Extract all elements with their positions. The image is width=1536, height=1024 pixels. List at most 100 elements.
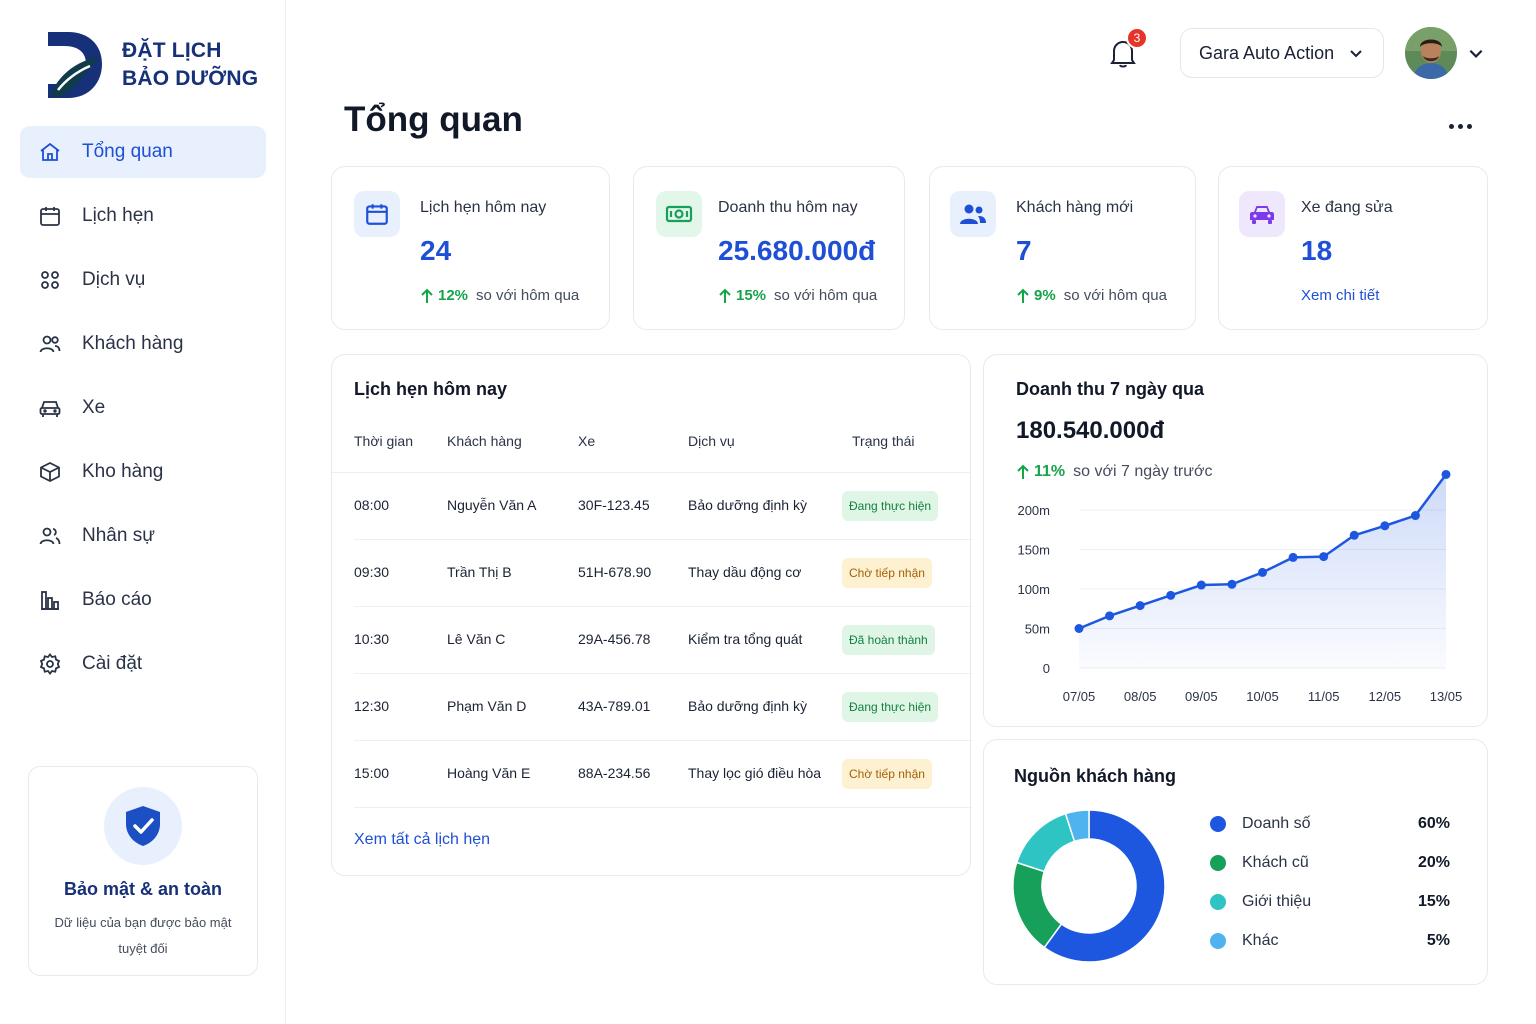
data-point [1074,624,1084,633]
stat-value: 24 [420,235,452,266]
x-tick-label: 09/05 [1185,689,1218,704]
revenue-total: 180.540.000đ [1016,417,1165,444]
table-row[interactable]: 12:30 Phạm Văn D 43A-789.01 Bảo dưỡng đị… [354,674,972,741]
arrow-up-icon [421,288,433,303]
stat-label: Khách hàng mới [1016,199,1134,216]
legend-value: 20% [1417,854,1450,871]
legend-value: 15% [1417,893,1450,910]
y-tick-label: 100m [1017,582,1050,597]
y-tick-label: 0 [1043,661,1050,676]
sidebar-item-label: Dịch vụ [82,269,146,290]
cell-time: 15:00 [354,765,390,781]
chart-icon [38,588,62,612]
brand-line-1: ĐẶT LỊCH [122,39,222,62]
sidebar-item-reports[interactable]: Báo cáo [20,574,266,626]
sidebar-item-appointments[interactable]: Lịch hẹn [20,190,266,242]
home-icon [38,140,62,164]
cell-customer: Hoàng Văn E [447,765,531,781]
sidebar-item-services[interactable]: Dịch vụ [20,254,266,306]
cell-service: Bảo dưỡng định kỳ [688,497,807,513]
calendar-icon [38,204,62,228]
user-avatar-icon [1405,27,1457,79]
sidebar-item-label: Nhân sự [82,525,155,546]
notification-bell[interactable] [1106,36,1140,70]
column-header: Trạng thái [852,433,915,449]
status-badge: Đang thực hiện [842,692,939,722]
sidebar-item-overview[interactable]: Tổng quan [20,126,266,178]
legend-item: Doanh số 60% [1210,812,1450,836]
cell-time: 12:30 [354,698,390,714]
arrow-up-icon [1017,288,1029,303]
table-row[interactable]: 15:00 Hoàng Văn E 88A-234.56 Thay lọc gi… [354,741,972,808]
table-row[interactable]: 09:30 Trần Thị B 51H-678.90 Thay dầu độn… [354,540,972,607]
cell-time: 10:30 [354,631,390,647]
donut-slice [1012,861,1063,949]
donut-slice [1043,809,1166,963]
cell-service: Thay lọc gió điều hòa [688,765,822,781]
stat-card-repairing[interactable]: Xe đang sửa 18 Xem chi tiết [1218,166,1488,330]
stat-value: 18 [1301,235,1333,266]
x-tick-label: 10/05 [1246,689,1279,704]
profile-menu-toggle[interactable] [1467,44,1485,67]
users-icon [38,332,62,356]
stat-trend-note: so với hôm qua [774,287,878,304]
arrow-up-icon [719,288,731,303]
stat-card-revenue[interactable]: Doanh thu hôm nay 25.680.000đ 15% so với… [633,166,905,330]
view-details-link[interactable]: Xem chi tiết [1301,287,1380,304]
table-row[interactable]: 10:30 Lê Văn C 29A-456.78 Kiểm tra tổng … [354,607,972,674]
security-card: Bảo mật & an toàn Dữ liệu của bạn được b… [28,766,258,976]
sidebar-item-customers[interactable]: Khách hàng [20,318,266,370]
view-all-appointments-link[interactable]: Xem tất cả lịch hẹn [354,831,491,848]
status-badge: Chờ tiếp nhận [842,558,932,588]
cell-customer: Phạm Văn D [447,698,527,714]
legend-item: Giới thiệu 15% [1210,890,1450,914]
data-point [1105,611,1115,621]
legend-value: 60% [1417,815,1450,832]
avatar[interactable] [1405,27,1457,79]
stat-value: 25.680.000đ [718,235,876,266]
table-header: Thời gian Khách hàng Xe Dịch vụ Trạng th… [332,433,970,473]
stat-label: Doanh thu hôm nay [718,199,858,216]
appointments-title: Lịch hẹn hôm nay [354,379,508,399]
data-point [1319,552,1329,562]
sidebar: ĐẶT LỊCH BẢO DƯỠNG Tổng quan Lịch hẹn Dị… [0,0,286,1024]
cell-car: 43A-789.01 [578,698,651,714]
revenue-line-chart: 0 50m 100m 150m 200m 07/05 08/05 09/05 10/05 11/0… [1017,469,1462,704]
car-icon [38,396,62,420]
table-row[interactable]: 08:00 Nguyễn Văn A 30F-123.45 Bảo dưỡng … [354,473,972,540]
legend-item: Khác 5% [1210,929,1450,953]
chevron-down-icon [1469,49,1483,58]
security-description: Dữ liệu của bạn được bảo mật tuyệt đối [54,915,232,956]
sidebar-item-settings[interactable]: Cài đặt [20,638,266,690]
revenue-trend: 11% so với 7 ngày trước [1016,463,1212,481]
data-point [1166,590,1176,600]
cell-service: Thay dầu động cơ [688,564,802,580]
legend-name: Giới thiệu [1242,893,1312,910]
box-icon [38,460,62,484]
legend-dot [1210,894,1226,910]
stat-trend-percent: 9% [1034,287,1056,304]
stat-card-new-customers[interactable]: Khách hàng mới 7 9% so với hôm qua [929,166,1196,330]
dot-icon [1457,123,1463,129]
brand-logo[interactable]: ĐẶT LỊCH BẢO DƯỠNG [44,30,258,100]
y-tick-label: 50m [1025,622,1050,637]
data-point [1227,579,1237,589]
stat-card-appointments[interactable]: Lịch hẹn hôm nay 24 12% so với hôm qua [331,166,610,330]
sidebar-item-label: Lịch hẹn [82,205,154,226]
garage-selector[interactable]: Gara Auto Action [1180,28,1384,78]
x-tick-label: 07/05 [1063,689,1096,704]
more-options-button[interactable] [1446,112,1474,140]
dot-icon [1466,123,1472,129]
sidebar-item-inventory[interactable]: Kho hàng [20,446,266,498]
column-header: Thời gian [354,433,413,449]
stat-trend: 12% so với hôm qua [420,287,579,304]
arrow-up-icon [1017,464,1029,479]
sidebar-item-staff[interactable]: Nhân sự [20,510,266,562]
x-tick-label: 08/05 [1124,689,1157,704]
security-title: Bảo mật & an toàn [63,879,223,899]
money-icon [656,191,702,237]
column-header: Xe [578,433,596,449]
sidebar-item-cars[interactable]: Xe [20,382,266,434]
stat-trend: 15% so với hôm qua [718,287,877,304]
donut-slice [1064,809,1090,843]
